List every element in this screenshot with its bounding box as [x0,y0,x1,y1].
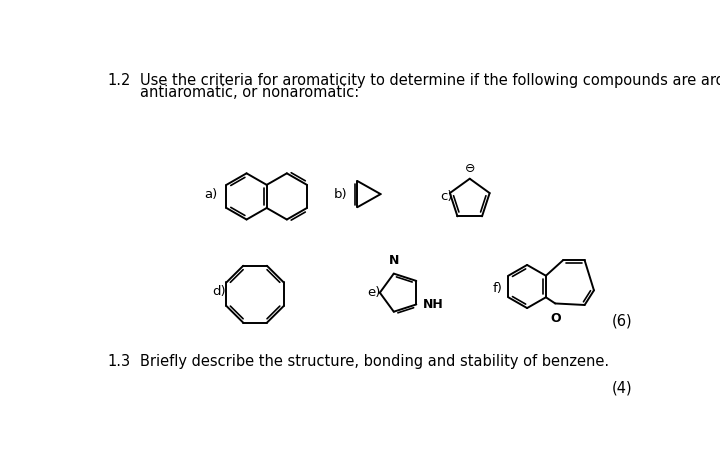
Text: f): f) [493,281,503,295]
Text: (4): (4) [612,380,632,395]
Text: ⊖: ⊖ [464,162,475,175]
Text: O: O [551,312,562,325]
Text: antiaromatic, or nonaromatic:: antiaromatic, or nonaromatic: [140,85,359,100]
Text: 1.2: 1.2 [107,73,130,88]
Text: c): c) [441,190,453,203]
Text: N: N [390,254,400,267]
Text: d): d) [212,286,226,298]
Text: a): a) [204,188,218,201]
Text: (6): (6) [612,313,632,328]
Text: b): b) [334,188,348,201]
Text: 1.3: 1.3 [107,354,130,369]
Text: Use the criteria for aromaticity to determine if the following compounds are aro: Use the criteria for aromaticity to dete… [140,73,720,88]
Text: NH: NH [423,298,444,311]
Text: Briefly describe the structure, bonding and stability of benzene.: Briefly describe the structure, bonding … [140,354,610,369]
Text: e): e) [367,286,381,299]
